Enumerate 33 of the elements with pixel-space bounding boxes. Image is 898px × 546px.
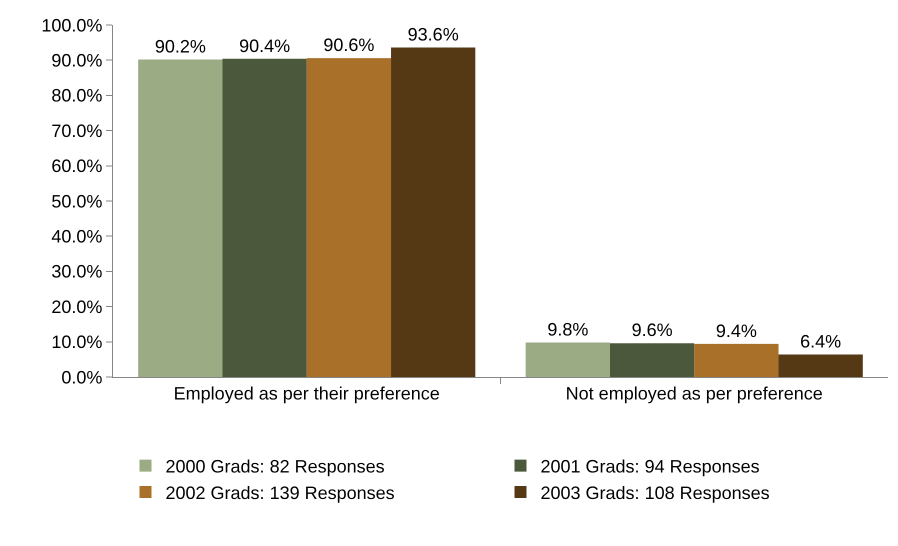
bar: [778, 354, 863, 377]
data-label: 90.4%: [239, 36, 290, 56]
data-label: 6.4%: [800, 331, 842, 352]
legend-label: 2001 Grads: 94 Responses: [540, 456, 760, 477]
data-label: 90.2%: [154, 36, 206, 56]
x-tick-label: Not employed as per preference: [566, 384, 823, 404]
bar: [391, 48, 476, 377]
y-tick-label: 40.0%: [51, 226, 102, 246]
y-tick-label: 80.0%: [51, 86, 102, 106]
bar: [526, 342, 610, 377]
y-tick-label: 60.0%: [51, 156, 102, 176]
bar: [694, 344, 779, 377]
data-label: 9.6%: [632, 320, 673, 340]
data-label: 90.6%: [323, 35, 374, 56]
legend-label: 2000 Grads: 82 Responses: [166, 456, 385, 477]
y-tick-label: 50.0%: [51, 191, 102, 212]
y-tick-label: 10.0%: [51, 332, 102, 352]
y-tick-label: 90.0%: [51, 50, 102, 70]
legend-label: 2003 Grads: 108 Responses: [540, 483, 770, 504]
x-tick-label: Employed as per their preference: [174, 384, 440, 404]
y-tick-label: 20.0%: [51, 296, 102, 317]
bar: [138, 60, 222, 377]
y-tick-label: 0.0%: [61, 367, 102, 388]
data-label: 9.8%: [547, 320, 588, 340]
bar: [222, 58, 307, 377]
legend-label: 2002 Grads: 139 Responses: [166, 483, 395, 504]
bar: [306, 58, 392, 377]
bar: [610, 343, 694, 377]
y-tick-label: 100.0%: [41, 15, 102, 36]
y-tick-label: 30.0%: [51, 262, 102, 282]
y-tick-label: 70.0%: [51, 120, 102, 141]
data-label: 9.4%: [716, 320, 757, 341]
data-label: 93.6%: [408, 24, 459, 45]
